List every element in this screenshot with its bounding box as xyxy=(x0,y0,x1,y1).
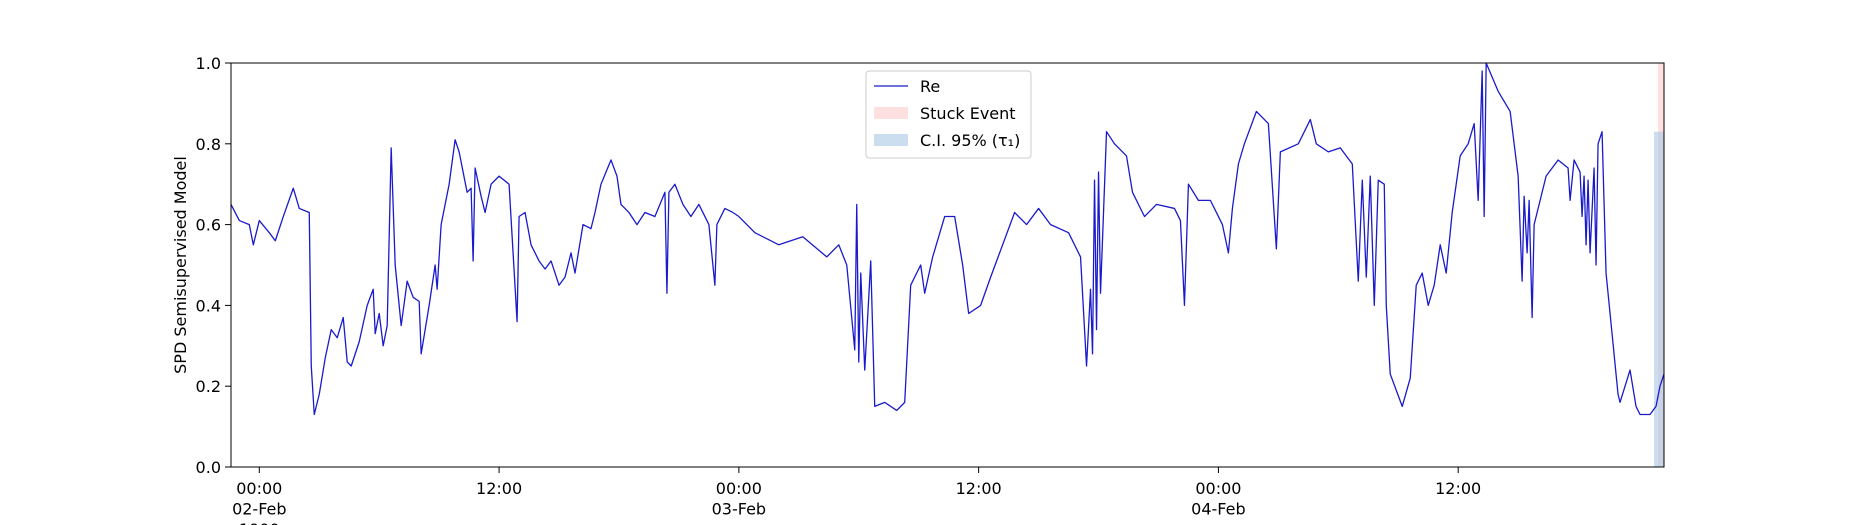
x-tick-label: 00:00 xyxy=(716,479,762,498)
plot-frame xyxy=(230,62,1665,468)
legend-label: Re xyxy=(920,77,940,96)
y-tick-label: 0.2 xyxy=(196,377,221,396)
x-tick-label: 00:00 xyxy=(236,479,282,498)
y-axis-label: SPD Semisupervised Model xyxy=(171,156,190,374)
x-tick-label: 02-Feb xyxy=(232,500,286,519)
y-tick-label: 0.8 xyxy=(196,135,221,154)
x-tick-label: 12:00 xyxy=(476,479,522,498)
legend-patch xyxy=(874,134,908,146)
y-tick-label: 1.0 xyxy=(196,54,221,73)
legend-label: C.I. 95% (τ₁) xyxy=(920,131,1020,150)
y-tick-label: 0.4 xyxy=(196,296,221,315)
legend-patch xyxy=(874,107,908,119)
x-tick-label: 1900 xyxy=(239,520,280,525)
legend-label: Stuck Event xyxy=(920,104,1016,123)
span xyxy=(1654,131,1664,467)
x-tick-label: 12:00 xyxy=(956,479,1002,498)
x-tick-label: 00:00 xyxy=(1195,479,1241,498)
x-tick-label: 04-Feb xyxy=(1191,500,1245,519)
x-tick-label: 12:00 xyxy=(1435,479,1481,498)
y-tick-label: 0.0 xyxy=(196,458,221,477)
y-tick-label: 0.6 xyxy=(196,216,221,235)
data-line xyxy=(230,62,1665,416)
x-tick-label: 03-Feb xyxy=(712,500,766,519)
